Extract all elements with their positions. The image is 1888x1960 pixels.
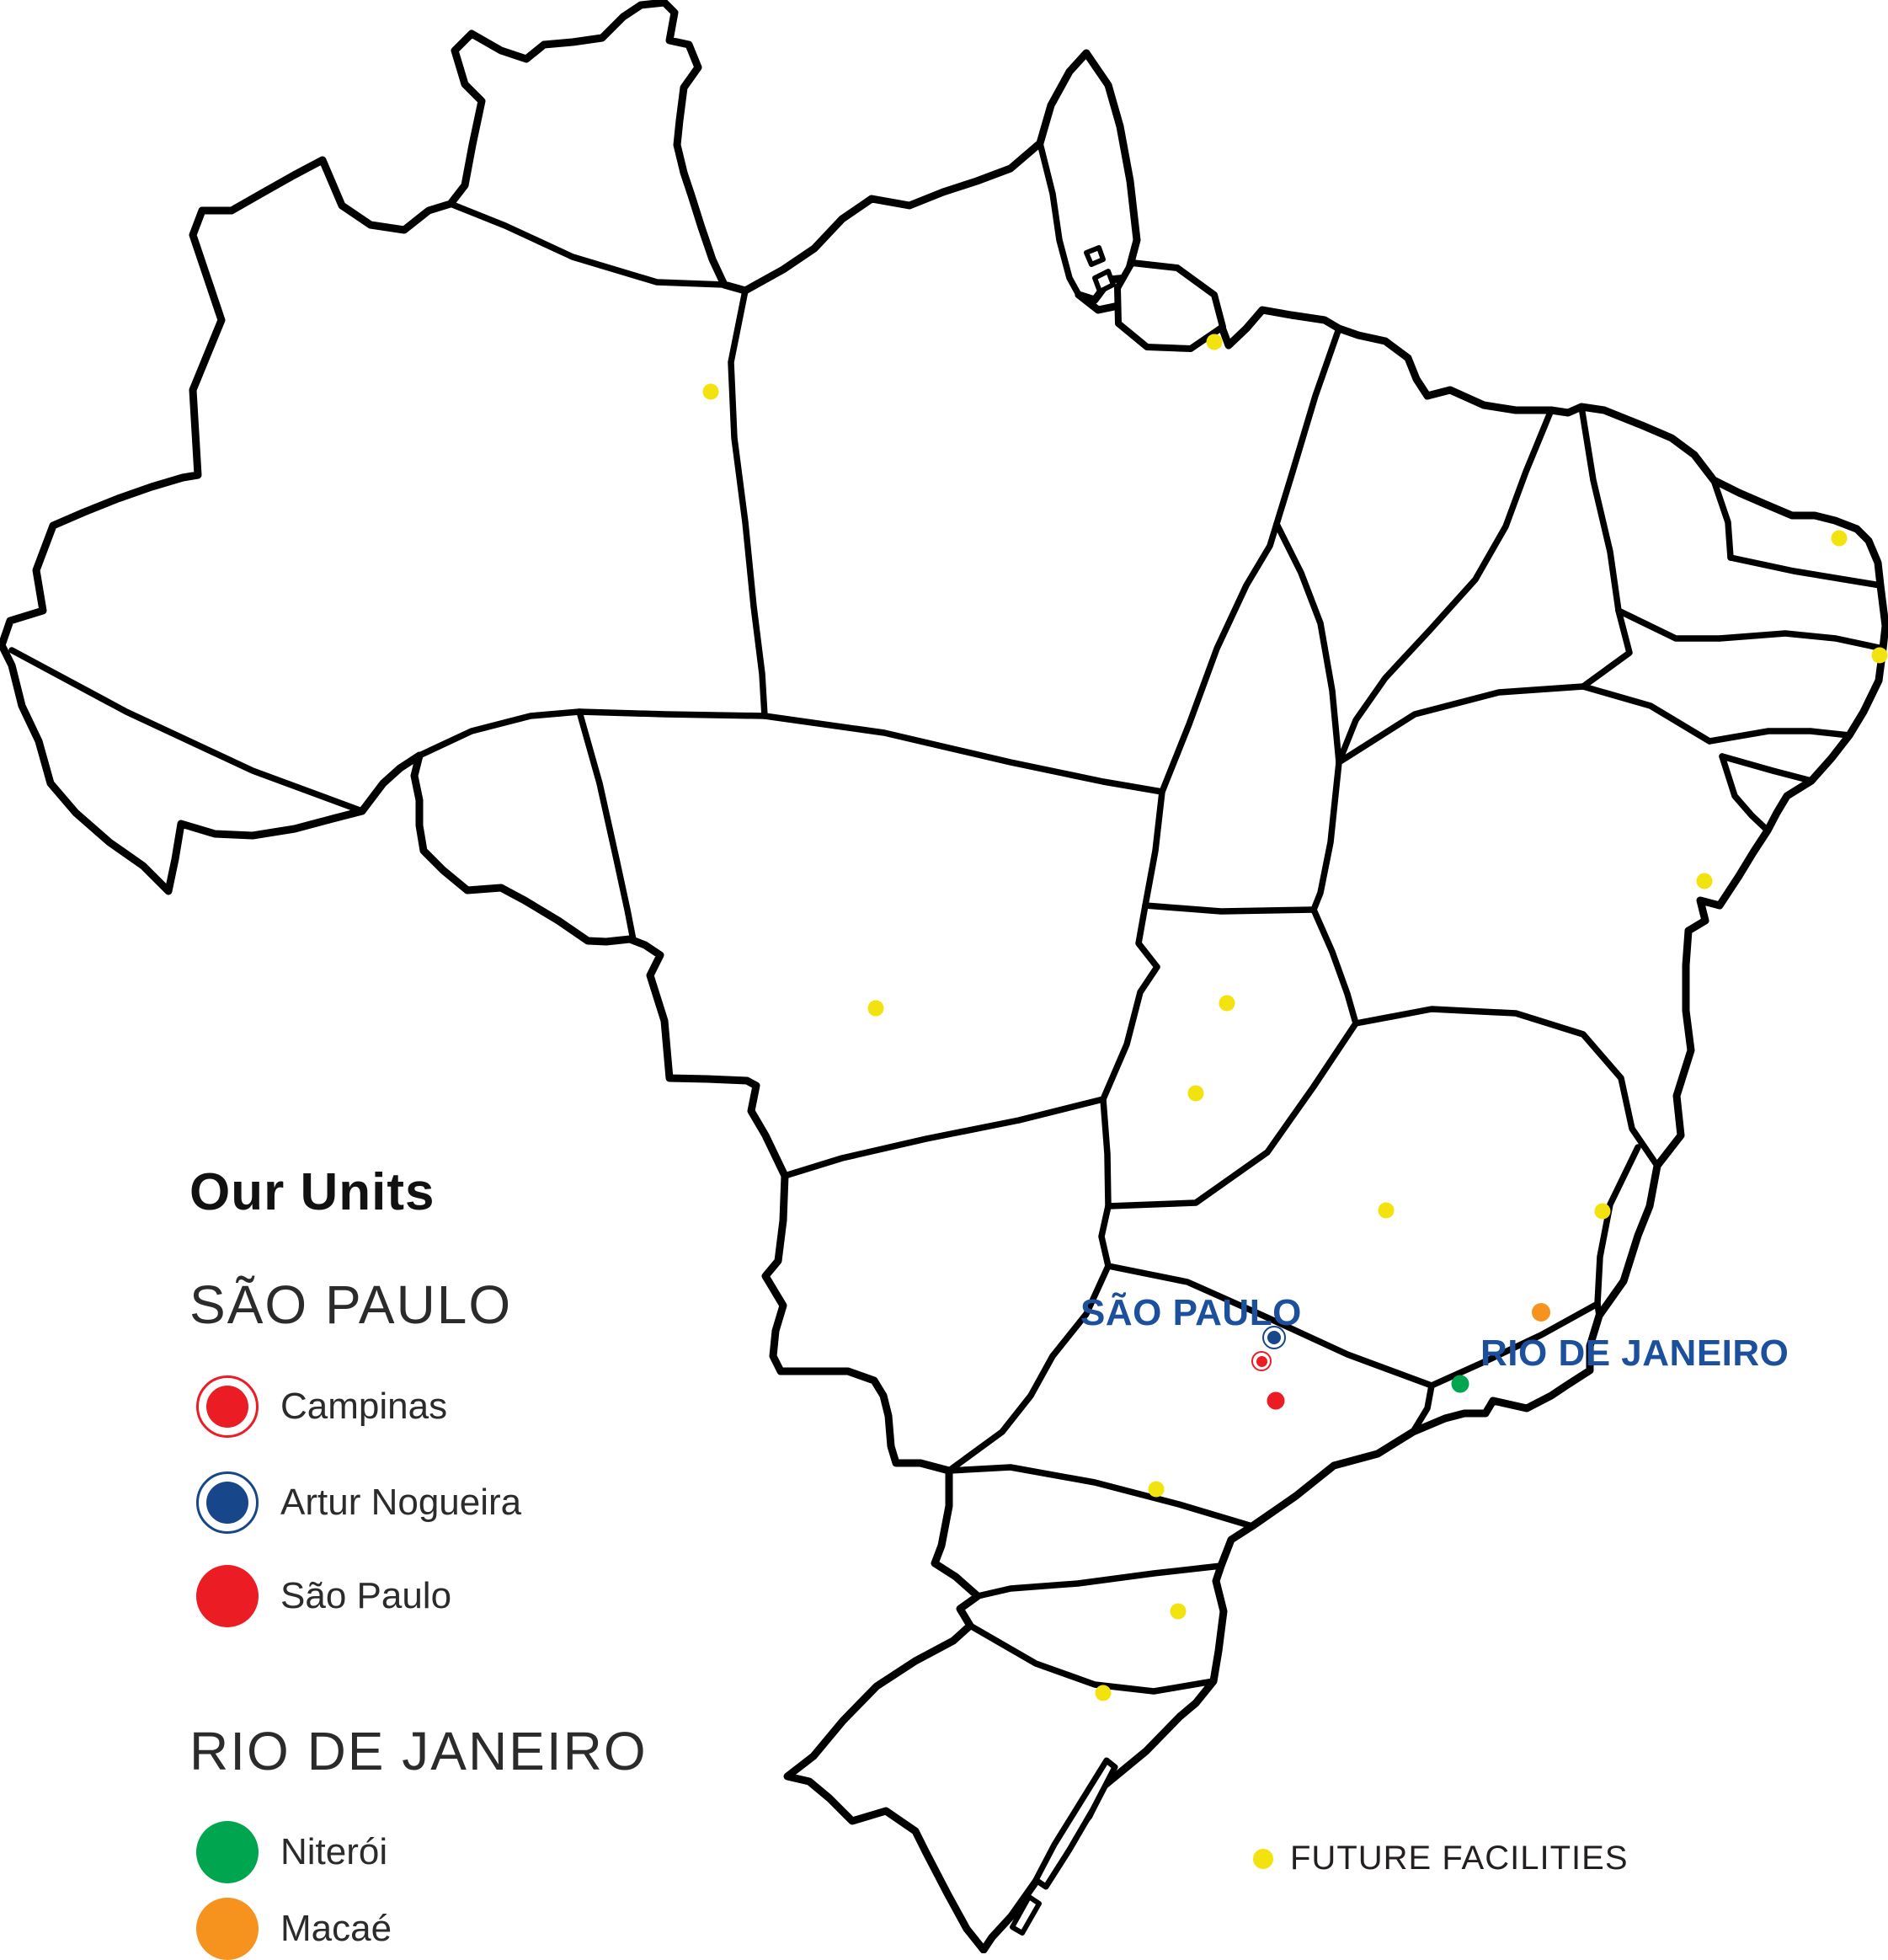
legend-row-sao-paulo: São Paulo — [196, 1565, 451, 1627]
sao-paulo-marker-icon — [196, 1565, 259, 1627]
niteroi-marker-icon — [196, 1821, 259, 1883]
future-facilities-label: FUTURE FACILITIES — [1290, 1840, 1629, 1877]
state-borders — [8, 140, 1886, 1695]
legend-row-niteroi: Niterói — [196, 1821, 387, 1883]
legend-row-macae: Macaé — [196, 1898, 392, 1960]
macae-marker-icon — [196, 1898, 259, 1960]
legend-header-sao-paulo: SÃO PAULO — [189, 1274, 513, 1335]
legend-label-campinas: Campinas — [280, 1386, 448, 1427]
future-facility-icon — [1253, 1848, 1273, 1869]
legend-title: Our Units — [189, 1163, 435, 1221]
future-facilities-key: FUTURE FACILITIES — [1253, 1840, 1629, 1877]
marajo-island — [1084, 245, 1226, 352]
legend-row-artur-nogueira: Artur Nogueira — [196, 1471, 521, 1534]
legend-label-niteroi: Niterói — [280, 1831, 388, 1872]
legend-label-artur-nogueira: Artur Nogueira — [280, 1482, 522, 1523]
lagoon-patos — [1010, 1757, 1118, 1936]
legend-label-macae: Macaé — [280, 1908, 392, 1949]
campinas-marker-icon — [196, 1375, 259, 1438]
map-label-rio-de-janeiro: RIO DE JANEIRO — [1480, 1332, 1789, 1374]
legend-label-sao-paulo: São Paulo — [280, 1575, 452, 1616]
map-label-sao-paulo: SÃO PAULO — [1080, 1292, 1302, 1333]
artur-nogueira-marker-icon — [196, 1471, 259, 1534]
legend-row-campinas: Campinas — [196, 1375, 447, 1438]
legend-header-rio-de-janeiro: RIO DE JANEIRO — [189, 1721, 648, 1781]
